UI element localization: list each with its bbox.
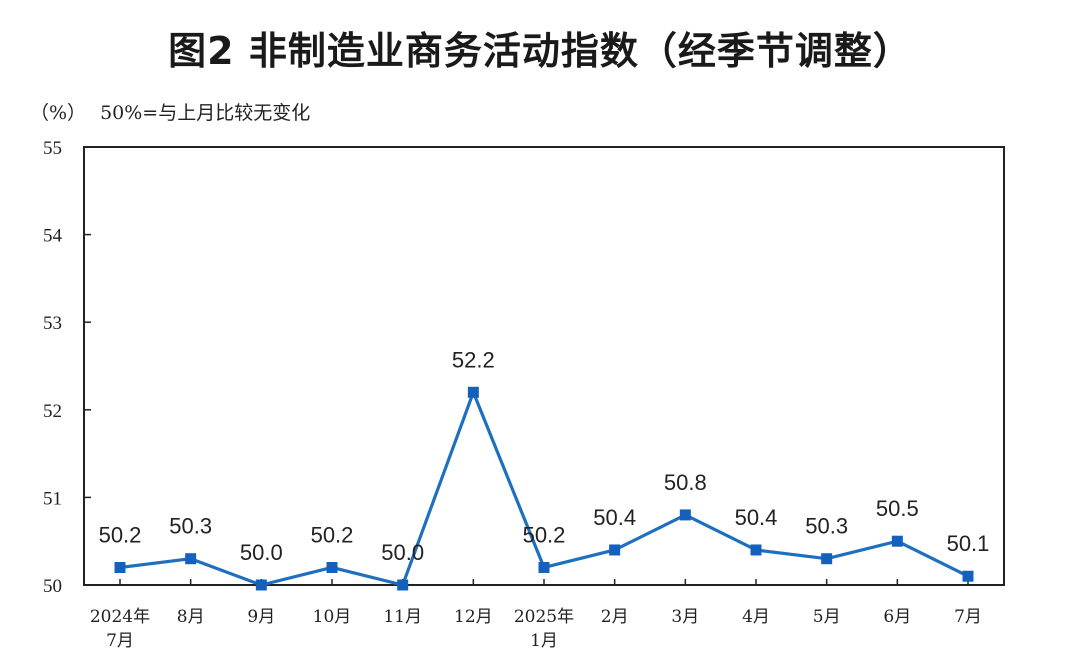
data-point (467, 386, 479, 398)
y-tick-label: 51 (43, 488, 62, 509)
data-labels: 50.2 50.3 50.0 50.2 50.0 52.2 50.2 50.4 50.8 50.4… (99, 347, 990, 565)
x-tick-label: 2024年 (90, 607, 150, 627)
x-tick-label: 9月 (247, 607, 275, 627)
data-point (397, 579, 409, 591)
x-tick-label: 6月 (883, 607, 911, 627)
x-tick-label: 7月 (954, 607, 982, 627)
data-point (891, 535, 903, 547)
y-axis-ticks: 50 51 52 53 54 55 (43, 138, 91, 597)
data-label: 50.4 (593, 505, 636, 530)
x-tick-label: 5月 (813, 607, 841, 627)
data-point (538, 561, 550, 573)
data-point (114, 561, 126, 573)
data-label: 50.2 (523, 522, 566, 547)
data-label: 52.2 (452, 347, 495, 372)
data-label: 50.8 (664, 470, 707, 495)
y-tick-label: 55 (43, 138, 62, 159)
data-label: 50.3 (169, 514, 212, 539)
data-point (750, 544, 762, 556)
data-label: 50.3 (805, 514, 848, 539)
x-tick-label: 10月 (313, 607, 352, 627)
data-label: 50.2 (99, 522, 142, 547)
y-unit-label: （%） (30, 102, 87, 124)
data-point (609, 544, 621, 556)
data-label: 50.0 (240, 540, 283, 565)
x-axis-ticks: 2024年 7月 8月 9月 10月 11月 12月 2025年 1月 2月 3月 4月 5月 6月 7月 (90, 579, 982, 651)
x-tick-label: 12月 (454, 607, 493, 627)
y-tick-label: 54 (43, 226, 63, 247)
chart-title: 图2 非制造业商务活动指数（经季节调整） (168, 29, 912, 73)
data-label: 50.1 (947, 531, 990, 556)
data-point (821, 553, 833, 565)
baseline-note: 50%=与上月比较无变化 (100, 102, 311, 124)
data-point (255, 579, 267, 591)
unit-note: （%） 50%=与上月比较无变化 (30, 98, 324, 125)
x-tick-label: 4月 (742, 607, 770, 627)
data-label: 50.0 (381, 540, 424, 565)
data-label: 50.2 (311, 522, 354, 547)
y-tick-label: 52 (43, 401, 62, 422)
plot-frame (83, 146, 1005, 586)
y-tick-label: 50 (43, 576, 62, 597)
x-tick-label: 1月 (530, 631, 558, 651)
data-point (679, 509, 691, 521)
data-point (326, 561, 338, 573)
x-tick-label: 7月 (106, 631, 134, 651)
x-tick-label: 3月 (671, 607, 699, 627)
data-point (962, 570, 974, 582)
data-point (185, 553, 197, 565)
data-label: 50.5 (876, 496, 919, 521)
x-tick-label: 8月 (177, 607, 205, 627)
x-tick-label: 11月 (383, 607, 422, 627)
data-markers (114, 386, 974, 591)
x-tick-label: 2月 (601, 607, 629, 627)
y-tick-label: 53 (43, 313, 62, 334)
data-label: 50.4 (735, 505, 778, 530)
x-tick-label: 2025年 (514, 607, 574, 627)
